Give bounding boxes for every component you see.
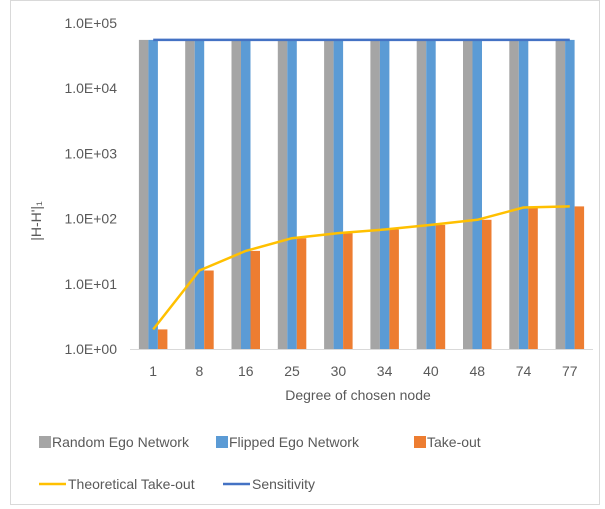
x-tick-label: 1	[149, 363, 157, 379]
bar-random-ego-network-30	[324, 39, 334, 350]
bar-take-out-48	[482, 219, 492, 349]
bar-take-out-34	[389, 229, 399, 349]
x-tick-label: 25	[284, 363, 300, 379]
bar-flipped-ego-network-74	[518, 39, 529, 350]
bar-take-out-1	[157, 329, 168, 349]
bars-layer	[138, 39, 585, 350]
bar-flipped-ego-network-25	[287, 39, 297, 350]
legend-swatch-flipped-ego-network	[216, 436, 228, 448]
legend-label-sensitivity: Sensitivity	[252, 476, 315, 492]
chart-area: 1.0E+00 1.0E+01 1.0E+02 1.0E+03 1.0E+04 1.0E+…	[10, 0, 600, 505]
x-tick-label: 34	[377, 363, 393, 379]
bar-random-ego-network-1	[138, 39, 149, 350]
legend-swatch-random-ego-network	[39, 436, 51, 448]
bar-random-ego-network-74	[509, 39, 519, 350]
y-axis-title: |H-H'|₁	[28, 201, 44, 241]
bar-flipped-ego-network-77	[565, 39, 575, 350]
bar-flipped-ego-network-16	[241, 39, 251, 350]
bar-random-ego-network-77	[555, 39, 566, 350]
bar-flipped-ego-network-34	[379, 39, 390, 350]
x-tick-label: 48	[470, 363, 486, 379]
legend-label-random-ego-network: Random Ego Network	[52, 434, 190, 450]
bar-take-out-25	[296, 238, 307, 349]
x-tick-label: 40	[423, 363, 439, 379]
bar-random-ego-network-40	[416, 39, 427, 350]
y-tick-label: 1.0E+05	[64, 15, 117, 31]
bar-flipped-ego-network-48	[472, 39, 482, 350]
bar-random-ego-network-8	[185, 39, 195, 350]
legend-swatch-take-out	[414, 436, 426, 448]
lines-layer	[152, 38, 570, 331]
bar-flipped-ego-network-1	[148, 39, 158, 350]
x-tick-label: 8	[196, 363, 204, 379]
bar-random-ego-network-34	[370, 39, 380, 350]
bar-random-ego-network-16	[231, 39, 241, 350]
bar-flipped-ego-network-8	[194, 39, 205, 350]
x-tick-labels: 1 8 16 25 30 34 40 48 74 77	[149, 363, 577, 379]
legend-label-flipped-ego-network: Flipped Ego Network	[229, 434, 360, 450]
y-tick-label: 1.0E+02	[64, 211, 117, 227]
y-tick-label: 1.0E+04	[64, 80, 117, 96]
legend-label-take-out: Take-out	[427, 434, 481, 450]
y-tick-label: 1.0E+00	[64, 341, 117, 357]
legend: Random Ego Network Flipped Ego Network Tak…	[39, 434, 481, 492]
bar-flipped-ego-network-30	[333, 39, 344, 350]
bar-take-out-74	[528, 207, 538, 349]
bar-take-out-30	[343, 233, 353, 349]
y-tick-label: 1.0E+01	[64, 276, 117, 292]
bar-take-out-16	[250, 250, 260, 349]
line-theoretical-take-out	[152, 205, 570, 331]
x-tick-label: 74	[516, 363, 532, 379]
x-axis-title: Degree of chosen node	[285, 387, 431, 403]
legend-label-theoretical-take-out: Theoretical Take-out	[68, 476, 195, 492]
bar-take-out-40	[435, 224, 446, 349]
bar-random-ego-network-48	[463, 39, 473, 350]
y-tick-label: 1.0E+03	[64, 145, 117, 161]
y-tick-labels: 1.0E+00 1.0E+01 1.0E+02 1.0E+03 1.0E+04 1.0E+…	[64, 15, 117, 357]
bar-random-ego-network-25	[277, 39, 288, 350]
bar-take-out-8	[204, 270, 214, 349]
bar-flipped-ego-network-40	[426, 39, 436, 350]
chart-svg: 1.0E+00 1.0E+01 1.0E+02 1.0E+03 1.0E+04 1.0E+…	[28, 15, 593, 492]
bar-take-out-77	[574, 206, 585, 349]
x-tick-label: 16	[238, 363, 254, 379]
x-tick-label: 77	[562, 363, 578, 379]
x-tick-label: 30	[331, 363, 347, 379]
